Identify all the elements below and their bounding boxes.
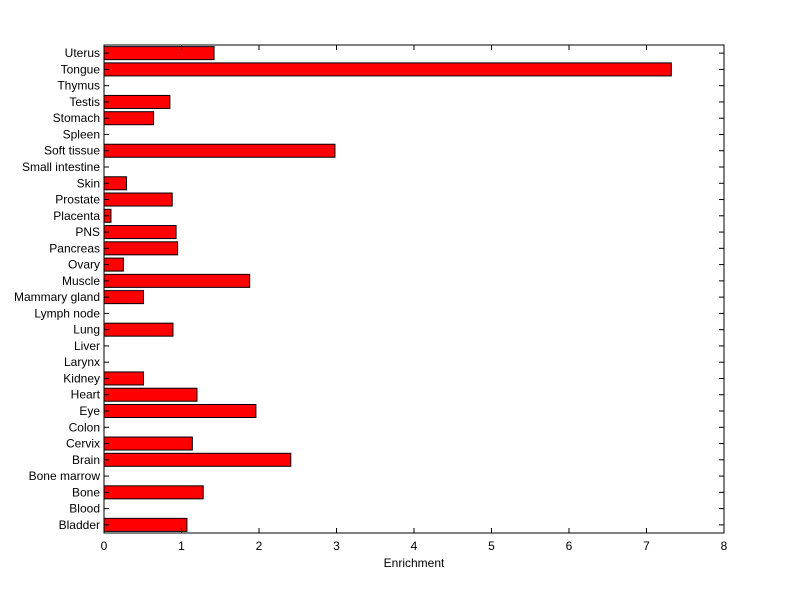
- bar-eye: [103, 403, 257, 419]
- y-tick-label: PNS: [75, 225, 100, 239]
- bar-stomach: [103, 111, 155, 126]
- y-tick-label: Tongue: [61, 62, 101, 76]
- y-tick-label: Bladder: [59, 518, 100, 532]
- x-tick-label: 8: [721, 539, 728, 553]
- x-tick-label: 4: [411, 539, 418, 553]
- bar-tongue: [103, 62, 672, 77]
- bar-pancreas: [103, 241, 179, 256]
- x-tick-label: 2: [256, 539, 263, 553]
- y-tick-label: Thymus: [57, 79, 100, 93]
- y-tick-label: Testis: [69, 95, 100, 109]
- bar-bone: [103, 485, 204, 500]
- y-tick-label: Liver: [74, 339, 100, 353]
- bar-lung: [103, 322, 174, 337]
- bars-group: [103, 46, 672, 532]
- y-tick-label: Skin: [77, 176, 100, 190]
- y-tick-label: Eye: [79, 404, 100, 418]
- x-tick-label: 5: [488, 539, 495, 553]
- x-ticks-group: 0 1 2 3 4 5 6 7 8: [101, 45, 728, 553]
- y-tick-label: Colon: [69, 420, 100, 434]
- y-tick-label: Prostate: [55, 193, 100, 207]
- y-tick-label: Bone marrow: [29, 469, 101, 483]
- y-tick-label: Soft tissue: [44, 144, 100, 158]
- plot-frame: [103, 44, 725, 534]
- y-tick-label: Spleen: [63, 127, 100, 141]
- bar-mammary-gland: [103, 290, 145, 305]
- y-tick-label: Uterus: [65, 46, 100, 60]
- y-tick-label: Mammary gland: [14, 290, 100, 304]
- y-ticks-group: Uterus Tongue Thymus Testis Stomach Spleen Sof…: [14, 46, 724, 532]
- bar-bladder: [103, 517, 188, 532]
- bar-kidney: [103, 371, 145, 386]
- y-tick-label: Stomach: [53, 111, 100, 125]
- y-tick-label: Small intestine: [22, 160, 100, 174]
- bar-soft-tissue: [103, 143, 336, 158]
- y-tick-label: Lymph node: [34, 306, 100, 320]
- bar-pns: [103, 225, 177, 240]
- y-tick-label: Ovary: [68, 258, 100, 272]
- y-tick-label: Pancreas: [49, 241, 100, 255]
- y-tick-label: Blood: [69, 502, 100, 516]
- bar-muscle: [103, 273, 251, 288]
- bar-prostate: [103, 192, 173, 207]
- bar-testis: [103, 94, 171, 109]
- x-axis-label: Enrichment: [384, 556, 445, 570]
- y-tick-label: Heart: [71, 388, 101, 402]
- bar-uterus: [103, 46, 215, 61]
- x-tick-label: 6: [566, 539, 573, 553]
- bar-heart: [103, 387, 198, 402]
- bar-cervix: [103, 436, 193, 451]
- y-tick-label: Lung: [73, 323, 100, 337]
- y-tick-label: Larynx: [64, 355, 100, 369]
- y-tick-label: Placenta: [53, 209, 100, 223]
- x-tick-label: 7: [643, 539, 650, 553]
- x-tick-label: 3: [333, 539, 340, 553]
- y-tick-label: Kidney: [63, 371, 100, 385]
- y-tick-label: Brain: [72, 453, 100, 467]
- x-tick-label: 1: [178, 539, 185, 553]
- bar-brain: [103, 452, 292, 467]
- y-tick-label: Muscle: [62, 274, 100, 288]
- y-tick-label: Cervix: [66, 437, 100, 451]
- y-tick-label: Bone: [72, 485, 100, 499]
- x-tick-label: 0: [101, 539, 108, 553]
